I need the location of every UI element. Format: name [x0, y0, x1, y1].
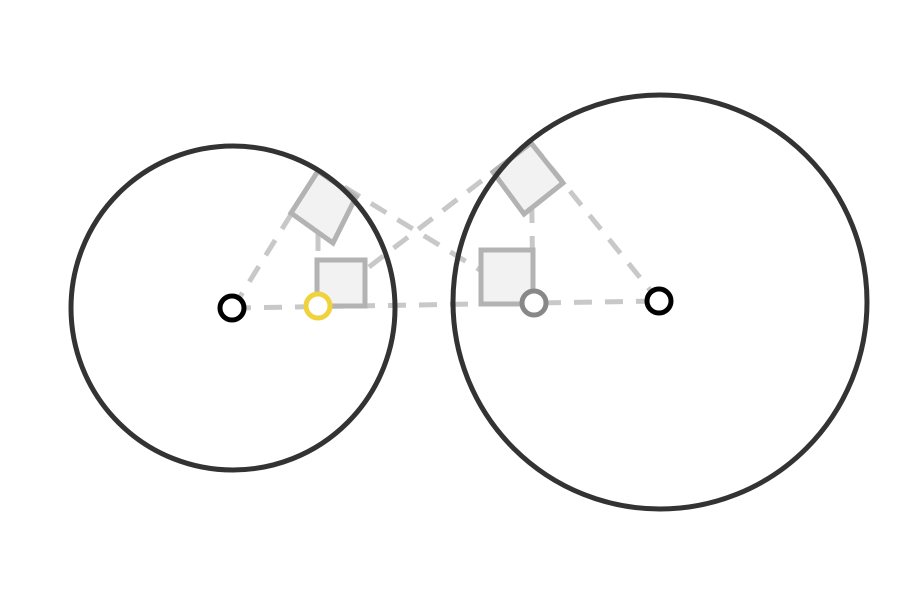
- highlight-point: [303, 291, 333, 321]
- left-center-point: [217, 293, 247, 323]
- construction-lines: [230, 141, 661, 311]
- left-circle: [68, 143, 398, 473]
- right-circle: [450, 92, 870, 512]
- baseline-line: [232, 298, 660, 311]
- right-angle-marker-right-tangent: [489, 139, 567, 218]
- secondary-point: [519, 288, 549, 318]
- right-center-point: [644, 286, 674, 316]
- right-angle-marker-secondary-point: [478, 247, 536, 307]
- right-angle-marker-left-tangent: [287, 167, 360, 247]
